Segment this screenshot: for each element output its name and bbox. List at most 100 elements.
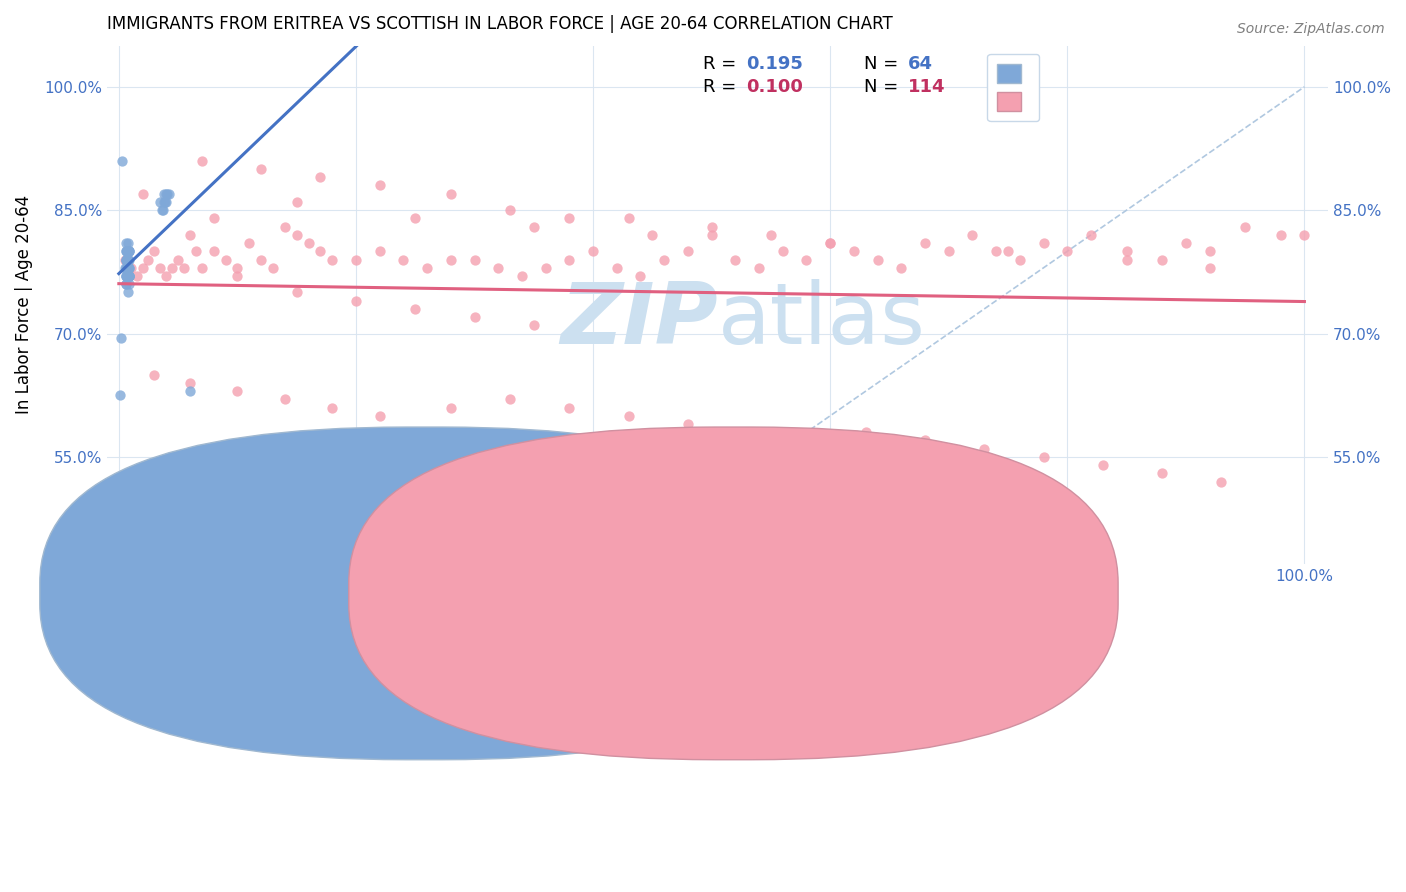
Point: [167, 252, 190, 267]
Point: [191, 153, 214, 168]
Point: [155, 194, 177, 209]
Point: [152, 203, 174, 218]
Point: [115, 260, 138, 275]
Point: [117, 285, 139, 300]
Point: [118, 260, 141, 275]
Point: [117, 268, 139, 283]
Point: [110, 331, 132, 345]
Point: [115, 260, 138, 275]
Point: [131, 186, 153, 201]
Point: [115, 244, 138, 259]
Point: [117, 252, 139, 267]
Point: [226, 524, 249, 538]
Text: Scottish: Scottish: [762, 588, 824, 602]
Point: [118, 268, 141, 283]
Point: [652, 252, 675, 267]
Point: [118, 268, 141, 283]
Point: [440, 549, 463, 563]
Point: [1234, 219, 1257, 234]
Point: [368, 244, 391, 259]
Point: [153, 194, 176, 209]
Text: Source: ZipAtlas.com: Source: ZipAtlas.com: [1237, 22, 1385, 37]
Point: [617, 211, 640, 226]
Point: [131, 260, 153, 275]
Point: [1091, 458, 1114, 472]
Point: [1115, 244, 1137, 259]
Point: [143, 368, 166, 382]
Point: [534, 260, 557, 275]
Point: [772, 244, 794, 259]
Point: [117, 268, 139, 283]
Point: [463, 310, 485, 324]
Text: N =: N =: [865, 78, 904, 96]
Point: [238, 236, 260, 251]
Point: [748, 260, 770, 275]
Point: [796, 252, 818, 267]
Point: [117, 244, 139, 259]
Point: [115, 268, 138, 283]
Point: [1056, 244, 1078, 259]
Point: [1152, 252, 1174, 267]
Point: [1008, 252, 1031, 267]
Point: [274, 392, 297, 407]
Point: [309, 244, 332, 259]
Point: [153, 194, 176, 209]
Point: [118, 277, 141, 292]
Point: [510, 268, 533, 283]
Point: [1174, 236, 1197, 251]
Point: [321, 252, 343, 267]
Point: [1115, 252, 1137, 267]
Point: [115, 252, 138, 267]
Point: [115, 252, 138, 267]
Point: [735, 425, 758, 440]
Point: [973, 442, 995, 456]
Point: [149, 194, 172, 209]
Point: [120, 260, 142, 275]
Text: IMMIGRANTS FROM ERITREA VS SCOTTISH IN LABOR FORCE | AGE 20-64 CORRELATION CHART: IMMIGRANTS FROM ERITREA VS SCOTTISH IN L…: [107, 15, 893, 33]
Point: [914, 434, 936, 448]
Y-axis label: In Labor Force | Age 20-64: In Labor Force | Age 20-64: [15, 195, 32, 414]
Text: R =: R =: [703, 78, 742, 96]
Point: [416, 260, 439, 275]
Point: [404, 301, 426, 316]
Point: [1198, 244, 1220, 259]
Point: [440, 401, 463, 415]
Point: [117, 260, 139, 275]
Point: [115, 252, 138, 267]
Point: [160, 260, 183, 275]
Point: [344, 293, 367, 308]
Point: [285, 194, 308, 209]
Point: [118, 268, 141, 283]
Point: [368, 409, 391, 423]
Point: [392, 252, 415, 267]
Point: [115, 236, 138, 251]
Point: [202, 244, 225, 259]
Point: [914, 236, 936, 251]
Point: [309, 170, 332, 185]
Point: [1032, 236, 1054, 251]
Point: [117, 268, 139, 283]
Point: [796, 434, 818, 448]
Point: [558, 211, 581, 226]
Point: [630, 268, 652, 283]
Point: [486, 260, 509, 275]
Point: [214, 252, 236, 267]
Point: [582, 244, 605, 259]
Text: 64: 64: [908, 55, 934, 73]
Point: [250, 252, 273, 267]
Point: [523, 318, 546, 333]
Point: [125, 268, 148, 283]
Point: [404, 211, 426, 226]
Point: [499, 392, 522, 407]
Point: [818, 236, 841, 251]
FancyBboxPatch shape: [39, 427, 808, 760]
Point: [499, 203, 522, 218]
Point: [558, 401, 581, 415]
Text: N =: N =: [865, 55, 904, 73]
Point: [226, 384, 249, 398]
Point: [115, 252, 138, 267]
Text: atlas: atlas: [717, 279, 925, 362]
Point: [321, 541, 343, 555]
Point: [118, 252, 141, 267]
Point: [938, 244, 960, 259]
